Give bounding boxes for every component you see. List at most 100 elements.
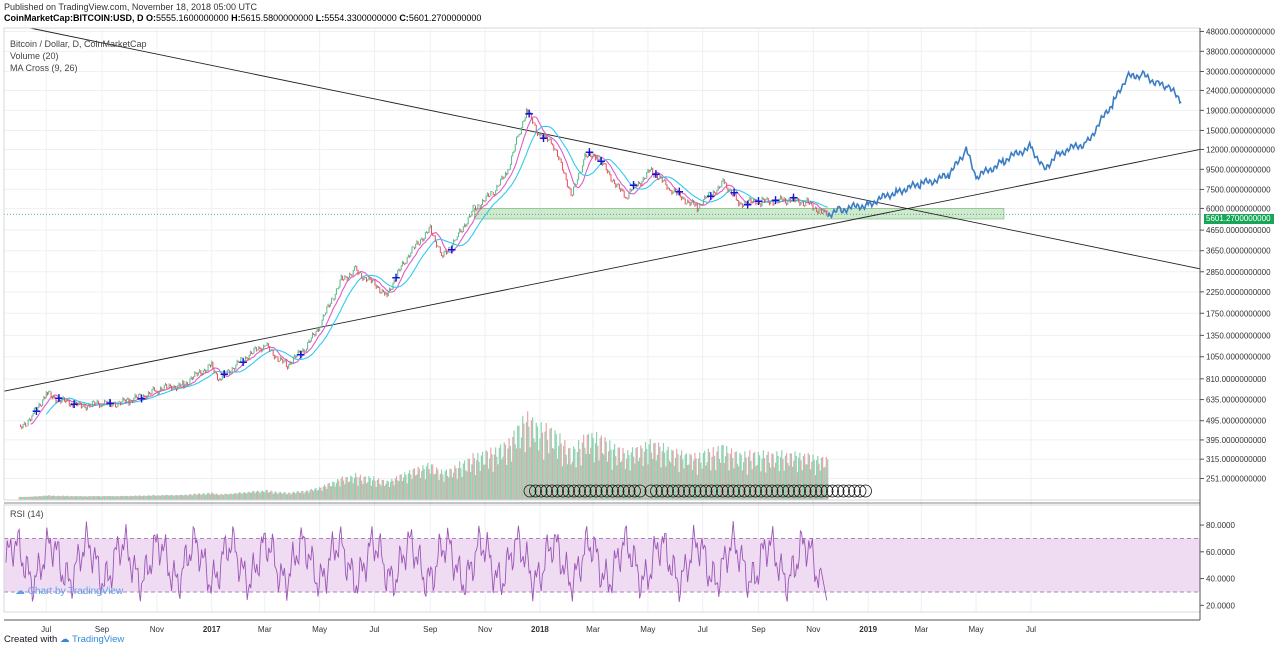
volume-bar xyxy=(759,455,761,500)
volume-bar xyxy=(343,480,345,500)
event-marker xyxy=(809,484,823,498)
volume-bar xyxy=(693,460,695,500)
volume-bar xyxy=(174,495,176,500)
volume-bar xyxy=(341,476,344,500)
ma-cross-marker: + xyxy=(447,243,457,257)
volume-bar xyxy=(82,496,84,500)
volume-bar xyxy=(365,483,368,500)
volume-bar xyxy=(623,452,625,500)
volume-bar xyxy=(116,496,118,500)
volume-bar xyxy=(523,423,525,500)
volume-bar xyxy=(97,495,99,500)
volume-bar xyxy=(194,493,196,500)
volume-bar xyxy=(423,469,425,500)
volume-bar xyxy=(344,484,346,500)
ma-cross-marker: + xyxy=(674,184,684,198)
volume-bar xyxy=(473,458,475,500)
y-tick-label: 1350.0000000000 xyxy=(1206,331,1271,340)
volume-bar xyxy=(358,477,360,500)
volume-bar xyxy=(243,492,245,500)
volume-bar xyxy=(139,495,141,500)
volume-bar xyxy=(546,439,549,500)
volume-bar xyxy=(122,495,124,500)
legend-ma-cross: MA Cross (9, 26) xyxy=(10,63,78,73)
event-marker xyxy=(787,484,801,498)
volume-bar xyxy=(592,437,594,500)
volume-bar xyxy=(42,496,44,500)
volume-bar xyxy=(390,481,392,500)
volume-bar xyxy=(777,455,779,500)
event-marker xyxy=(699,484,713,498)
volume-bar xyxy=(680,450,683,500)
event-marker xyxy=(842,484,856,498)
volume-bar xyxy=(813,459,815,500)
volume-bar xyxy=(816,460,818,500)
volume-bar xyxy=(45,495,47,500)
volume-bar xyxy=(496,456,498,500)
volume-bar xyxy=(295,493,297,500)
volume-bar xyxy=(739,452,741,500)
volume-bar xyxy=(146,495,148,500)
volume-bar xyxy=(255,491,257,500)
rsi-tick-label: 20.0000 xyxy=(1206,601,1235,610)
tradingview-watermark[interactable]: ☁ Chart by TradingView xyxy=(15,586,123,597)
event-marker xyxy=(820,484,834,498)
volume-bar xyxy=(88,496,90,500)
volume-bar xyxy=(71,495,73,500)
volume-bar xyxy=(38,496,40,500)
volume-bar xyxy=(545,422,547,500)
volume-bar xyxy=(151,495,153,500)
event-marker xyxy=(606,484,619,498)
volume-bar xyxy=(717,445,719,500)
volume-bar xyxy=(418,468,420,500)
volume-bar xyxy=(212,493,214,500)
y-tick-label: 4650.0000000000 xyxy=(1206,226,1271,235)
volume-bar xyxy=(325,486,327,500)
volume-bar xyxy=(461,477,463,500)
volume-bar xyxy=(50,496,52,500)
ma-cross-marker: + xyxy=(524,106,534,120)
volume-bar xyxy=(373,476,375,500)
volume-bar xyxy=(356,476,358,500)
ma-cross-marker: + xyxy=(69,397,79,411)
volume-bar xyxy=(743,462,745,500)
volume-bar xyxy=(793,460,795,500)
volume-bar xyxy=(413,468,416,500)
volume-bar xyxy=(271,491,273,500)
volume-bar xyxy=(117,496,119,500)
volume-bar xyxy=(644,442,647,500)
volume-bar xyxy=(636,446,638,500)
ohlc-readout: CoinMarketCap:BITCOIN:USD, D O:5555.1600… xyxy=(4,13,481,23)
volume-bar xyxy=(765,472,767,500)
volume-bar xyxy=(729,453,731,500)
volume-bar xyxy=(375,486,377,500)
volume-bar xyxy=(671,449,673,500)
volume-bar xyxy=(513,430,515,500)
volume-bar xyxy=(559,433,561,500)
volume-bar xyxy=(371,480,374,500)
chart-grid xyxy=(4,28,1200,612)
rsi-label: RSI (14) xyxy=(10,509,44,519)
volume-bar xyxy=(640,445,642,500)
footer-brand[interactable]: TradingView xyxy=(71,634,125,645)
volume-bar xyxy=(568,448,570,500)
chart-legend: Bitcoin / Dollar, D, CoinMarketCap Volum… xyxy=(10,38,147,74)
volume-bar xyxy=(666,450,668,500)
volume-bar xyxy=(762,450,764,500)
volume-bar xyxy=(478,461,480,500)
low-label: L: xyxy=(315,13,325,23)
ma-cross-marker: + xyxy=(729,186,739,200)
volume-bar xyxy=(788,465,790,500)
volume-bar xyxy=(588,453,591,500)
volume-bar xyxy=(95,496,97,500)
volume-bar xyxy=(825,456,827,500)
volume-bar xyxy=(96,496,98,500)
volume-bar xyxy=(349,481,351,500)
volume-bar xyxy=(307,490,309,500)
volume-bar xyxy=(48,495,50,500)
volume-bar xyxy=(164,495,167,500)
event-marker xyxy=(562,484,575,498)
volume-bar xyxy=(426,466,428,500)
volume-bar xyxy=(520,437,523,500)
